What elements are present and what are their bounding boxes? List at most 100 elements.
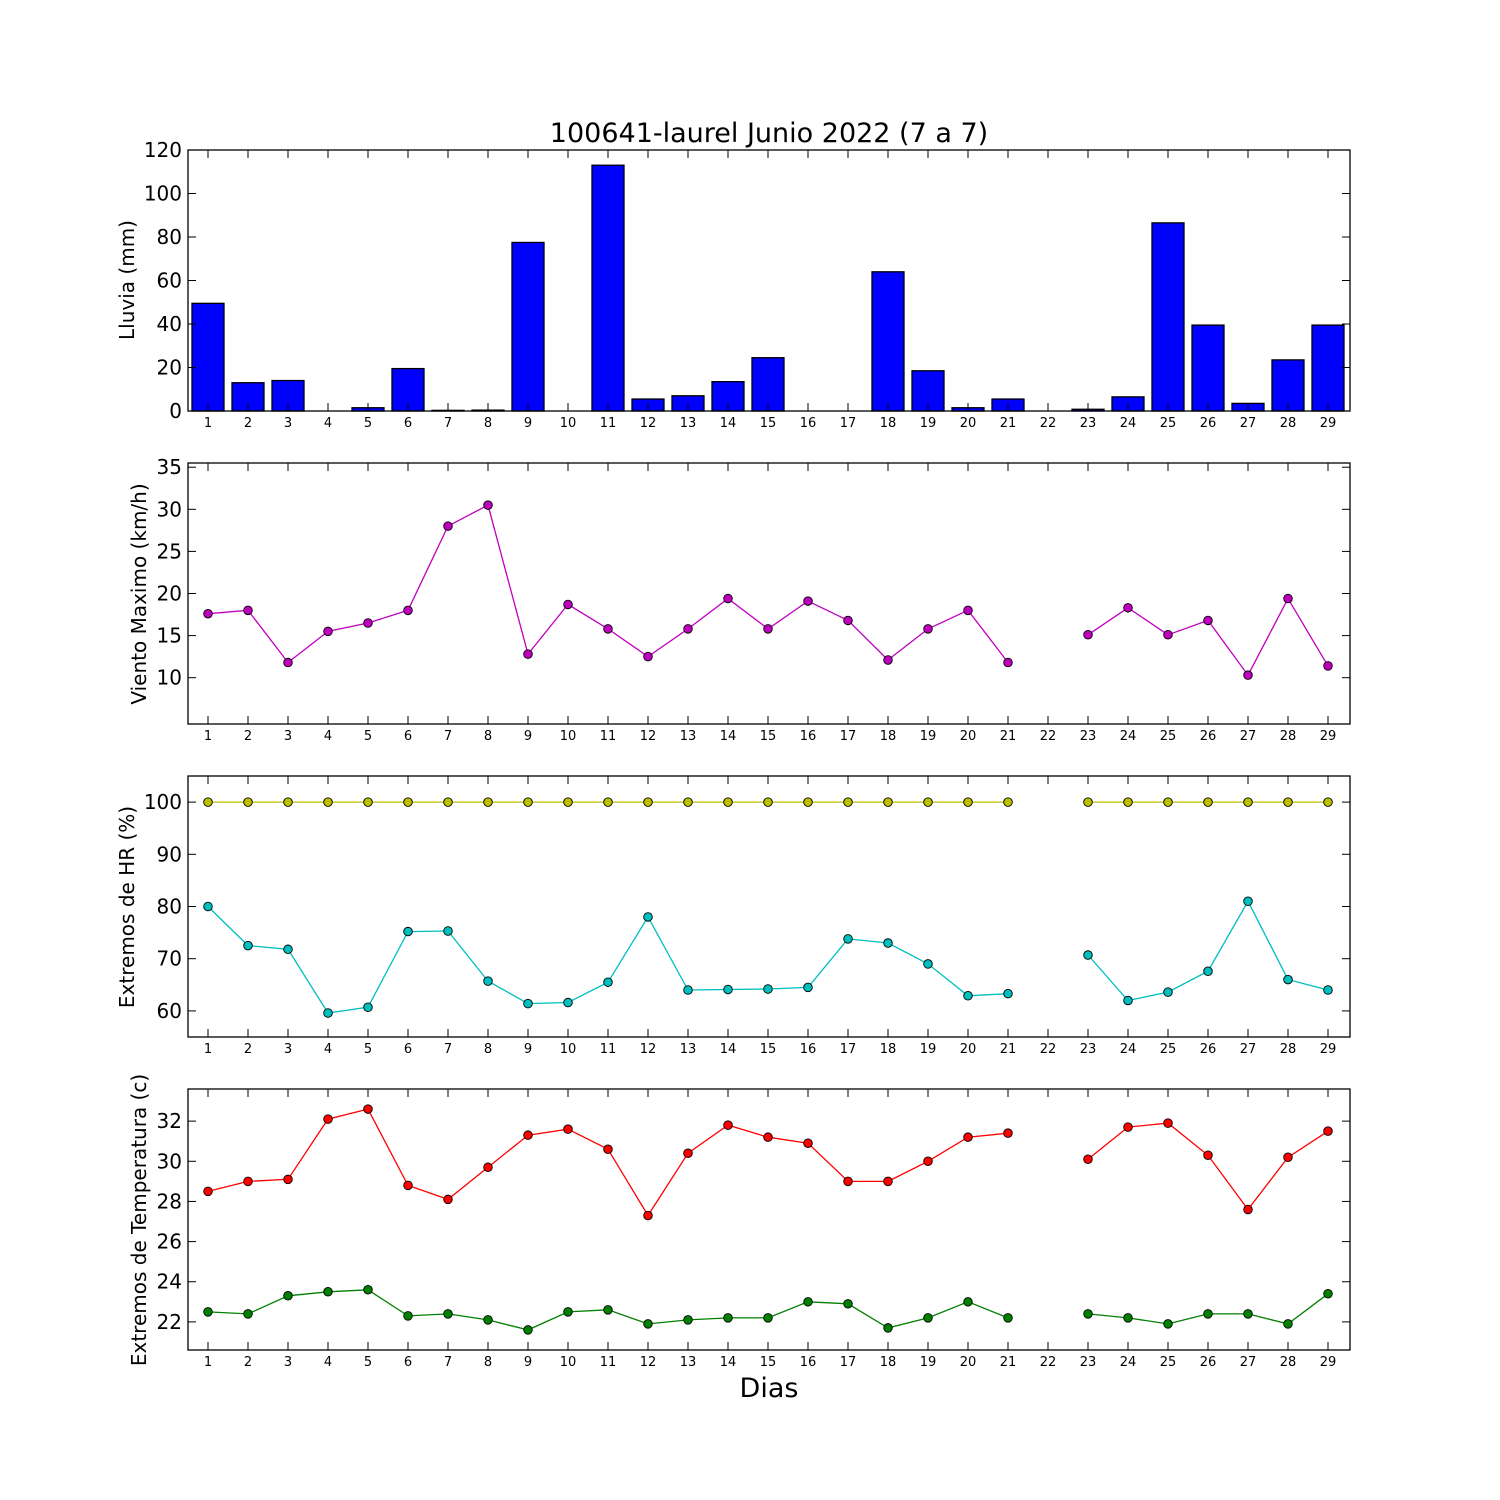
point-humidity-1-day-19 [923, 959, 933, 969]
bar-rainfall-day-25 [1151, 222, 1185, 412]
point-humidity-0-day-17 [843, 797, 853, 807]
x-tick-label-humidity: 5 [364, 1042, 372, 1057]
x-tick-label-temperature: 14 [720, 1355, 737, 1370]
point-wind-0-day-26 [1203, 615, 1213, 626]
x-tick-label-wind: 26 [1200, 729, 1217, 744]
x-tick-label-humidity: 29 [1320, 1042, 1337, 1057]
point-humidity-0-day-5 [363, 797, 373, 807]
chart-title: 100641-laurel Junio 2022 (7 a 7) [550, 118, 988, 149]
x-tick-label-rainfall: 6 [404, 416, 412, 431]
x-tick-label-temperature: 9 [524, 1355, 532, 1370]
x-tick-label-wind: 22 [1040, 729, 1057, 744]
axes-frame-wind [187, 462, 1351, 725]
y-axis-label-rainfall: Lluvia (mm) [115, 220, 139, 340]
x-tick-label-rainfall: 26 [1200, 416, 1217, 431]
point-humidity-0-day-9 [523, 797, 533, 807]
x-tick-label-rainfall: 16 [800, 416, 817, 431]
y-tick-label-humidity: 90 [157, 842, 182, 866]
x-tick-label-humidity: 23 [1080, 1042, 1097, 1057]
point-temperature-1-day-15 [763, 1313, 773, 1323]
point-humidity-0-day-19 [923, 797, 933, 807]
y-tick-label-humidity: 60 [157, 999, 182, 1023]
x-tick-label-temperature: 1 [204, 1355, 212, 1370]
bar-rainfall-day-11 [591, 164, 625, 412]
point-temperature-1-day-2 [243, 1309, 253, 1319]
x-tick-label-humidity: 1 [204, 1042, 212, 1057]
series-line-temperature-1 [207, 1289, 1329, 1331]
y-tick-label-wind: 20 [157, 582, 182, 606]
point-wind-0-day-16 [803, 596, 813, 606]
axes-frame-temperature [187, 1088, 1351, 1351]
x-tick-label-humidity: 4 [324, 1042, 332, 1057]
x-tick-label-wind: 29 [1320, 729, 1337, 744]
point-temperature-1-day-27 [1243, 1309, 1253, 1319]
point-wind-0-day-4 [323, 626, 333, 637]
x-tick-label-humidity: 18 [880, 1042, 897, 1057]
x-tick-label-humidity: 16 [800, 1042, 817, 1057]
y-tick-label-temperature: 22 [157, 1310, 182, 1334]
x-tick-label-wind: 7 [444, 729, 452, 744]
point-temperature-1-day-7 [443, 1309, 453, 1319]
x-tick-label-wind: 11 [600, 729, 617, 744]
x-tick-label-temperature: 28 [1280, 1355, 1297, 1370]
x-tick-label-wind: 13 [680, 729, 697, 744]
point-temperature-1-day-18 [883, 1323, 893, 1333]
x-tick-label-temperature: 22 [1040, 1355, 1057, 1370]
point-temperature-0-day-23 [1083, 1154, 1093, 1165]
x-tick-label-humidity: 7 [444, 1042, 452, 1057]
point-humidity-0-day-8 [483, 797, 493, 807]
x-tick-label-wind: 15 [760, 729, 777, 744]
point-temperature-0-day-10 [563, 1124, 573, 1134]
point-humidity-1-day-5 [363, 1002, 373, 1012]
x-tick-label-rainfall: 28 [1280, 416, 1297, 431]
point-humidity-0-day-1 [203, 797, 213, 807]
x-tick-label-wind: 25 [1160, 729, 1177, 744]
point-wind-0-day-24 [1123, 603, 1133, 613]
point-humidity-1-day-27 [1243, 896, 1253, 907]
x-tick-label-temperature: 2 [244, 1355, 252, 1370]
x-tick-label-temperature: 25 [1160, 1355, 1177, 1370]
x-tick-label-temperature: 18 [880, 1355, 897, 1370]
x-tick-label-wind: 12 [640, 729, 657, 744]
y-tick-label-rainfall: 80 [157, 225, 182, 249]
x-tick-label-humidity: 3 [284, 1042, 292, 1057]
x-tick-label-wind: 20 [960, 729, 977, 744]
point-temperature-0-day-20 [963, 1132, 973, 1142]
x-tick-label-temperature: 23 [1080, 1355, 1097, 1370]
point-wind-0-day-7 [443, 521, 453, 531]
point-temperature-0-day-28 [1283, 1152, 1293, 1163]
x-tick-label-rainfall: 23 [1080, 416, 1097, 431]
x-tick-label-humidity: 20 [960, 1042, 977, 1057]
point-humidity-0-day-12 [643, 797, 653, 807]
y-tick-label-temperature: 24 [157, 1270, 182, 1294]
x-tick-label-temperature: 15 [760, 1355, 777, 1370]
y-tick-label-humidity: 70 [157, 947, 182, 971]
point-humidity-0-day-15 [763, 797, 773, 807]
point-wind-0-day-9 [523, 649, 533, 659]
point-temperature-0-day-5 [363, 1104, 373, 1114]
x-tick-label-rainfall: 12 [640, 416, 657, 431]
x-tick-label-rainfall: 19 [920, 416, 937, 431]
point-wind-0-day-28 [1283, 593, 1293, 604]
point-humidity-1-day-18 [883, 938, 893, 948]
point-wind-0-day-13 [683, 624, 693, 634]
point-wind-0-day-5 [363, 618, 373, 628]
point-humidity-0-day-10 [563, 797, 573, 807]
x-tick-label-humidity: 6 [404, 1042, 412, 1057]
series-line-temperature-0 [207, 1108, 1329, 1217]
point-humidity-1-day-20 [963, 991, 973, 1001]
y-axis-label-wind: Viento Maximo (km/h) [127, 483, 151, 704]
x-tick-label-rainfall: 13 [680, 416, 697, 431]
point-temperature-0-day-29 [1323, 1126, 1333, 1136]
point-temperature-1-day-28 [1283, 1319, 1293, 1329]
y-tick-label-rainfall: 40 [157, 312, 182, 336]
point-humidity-1-day-28 [1283, 974, 1293, 985]
x-tick-label-wind: 8 [484, 729, 492, 744]
point-temperature-0-day-7 [443, 1194, 453, 1205]
point-temperature-1-day-19 [923, 1313, 933, 1323]
point-humidity-0-day-6 [403, 797, 413, 807]
point-temperature-0-day-4 [323, 1114, 333, 1124]
point-humidity-0-day-24 [1123, 797, 1133, 807]
